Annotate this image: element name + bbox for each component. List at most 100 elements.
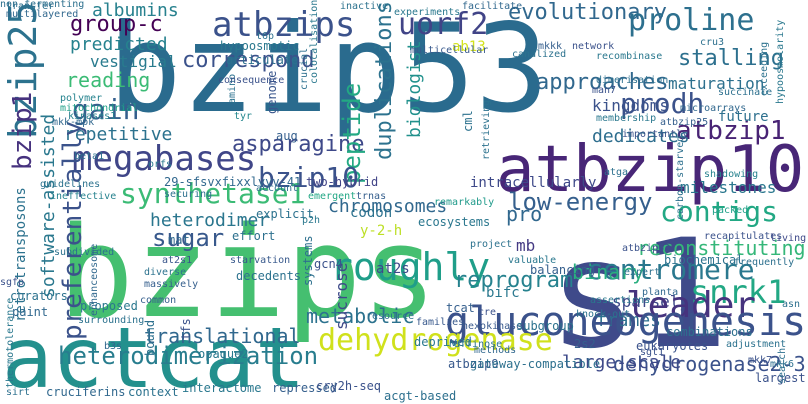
word: effort <box>232 229 276 243</box>
word: consequence <box>218 75 285 86</box>
word: subdivided <box>54 247 115 258</box>
word: exceeding <box>759 41 770 96</box>
word: trnas <box>356 191 387 202</box>
word: acgt-based <box>384 389 457 403</box>
word: reprogram <box>454 268 574 293</box>
word: deprived <box>414 335 472 349</box>
word: polymer <box>60 93 103 104</box>
word: gateway-compatible <box>470 357 601 371</box>
word: snrk1 <box>690 273 787 311</box>
word: succinate <box>718 87 773 98</box>
word: massively <box>144 279 199 290</box>
word: approaches <box>536 70 669 95</box>
word: reading <box>66 68 151 92</box>
word: canalized <box>512 49 567 60</box>
word: crucial <box>299 47 310 90</box>
word: packed <box>712 205 749 216</box>
word: mkk-mpk <box>52 117 95 128</box>
word: recombinase <box>596 51 663 62</box>
word: opaque2 <box>198 347 249 361</box>
word: repressed <box>272 381 338 395</box>
word: eukaryotes <box>636 339 709 353</box>
word: contigs <box>660 195 779 228</box>
word: experiments <box>394 7 461 18</box>
word: multicellular <box>410 45 489 56</box>
word: 2s2 <box>574 337 596 351</box>
word: heterodimerization <box>58 342 319 370</box>
word: valuable <box>508 255 557 266</box>
word: mat <box>168 233 190 247</box>
word: bzip53 <box>108 0 549 140</box>
word: frames <box>596 310 662 331</box>
word: atbzip25 <box>660 117 709 128</box>
word: evolutionary <box>508 0 667 25</box>
word: codon <box>350 205 393 221</box>
word: cre <box>478 307 497 318</box>
word: systems <box>301 235 315 286</box>
word: methods <box>474 345 517 356</box>
word: maturation <box>668 74 765 93</box>
word: prodh <box>620 87 705 120</box>
word: cru3 <box>700 37 725 48</box>
word: explicit <box>256 207 314 221</box>
word: emergent <box>308 191 357 202</box>
word: gcn4 <box>314 257 343 271</box>
word: two-hybrid <box>306 175 379 189</box>
word: ecosystems <box>418 215 491 229</box>
word: metabolic <box>306 304 415 328</box>
word: gain <box>72 93 140 126</box>
word: inactive <box>340 1 389 12</box>
word: ab13 <box>452 39 486 55</box>
word: combinations <box>666 325 753 339</box>
word: context <box>128 385 179 399</box>
word: predicted <box>70 34 168 55</box>
word: man7 <box>592 85 617 96</box>
word: starvation <box>230 255 291 266</box>
word: repetitive <box>64 124 173 145</box>
word: living <box>770 233 807 244</box>
word: adjustment <box>726 339 787 350</box>
word: kingdoms <box>592 96 670 115</box>
word: recapitulates <box>704 231 783 242</box>
word: large-scale <box>562 352 682 373</box>
word: tfs <box>179 318 193 340</box>
word: y-2-h <box>360 223 403 239</box>
word: assertions <box>590 295 651 306</box>
word: kinases1 <box>68 111 117 122</box>
word: sgfp <box>0 277 25 288</box>
word: bifc <box>486 285 520 301</box>
word: shadowing <box>704 169 759 180</box>
word: mkk7 <box>748 355 773 366</box>
word: paint <box>12 305 49 319</box>
word: low-energy <box>508 188 653 216</box>
word: software-assisted <box>38 113 59 298</box>
word: atbzip1 <box>676 116 786 146</box>
word: diverse <box>144 267 187 278</box>
word: p2h <box>302 215 321 226</box>
word: retrieving <box>481 99 492 160</box>
word: orfs <box>148 159 173 170</box>
word: synthetase1 <box>120 177 306 210</box>
word: bzips <box>58 199 438 346</box>
word: milestones <box>680 178 777 197</box>
word: search <box>777 347 788 384</box>
word: hexokinase <box>462 321 523 332</box>
word: reconstituting <box>637 236 806 260</box>
word: expert <box>624 267 661 278</box>
word: pro <box>506 202 543 226</box>
word: at2s <box>376 261 410 277</box>
word: sugar <box>152 224 225 252</box>
word: facilitate <box>462 1 523 12</box>
word: curators <box>10 289 68 303</box>
word: importantly <box>622 129 689 140</box>
word: sparsely <box>612 292 690 311</box>
word: remarkably <box>434 197 495 208</box>
word: atbzips <box>212 5 356 45</box>
word: intracellularly <box>470 175 597 191</box>
word: tcat <box>446 301 475 315</box>
word: articulate <box>226 53 299 67</box>
word: cry2h-seq <box>316 379 382 393</box>
word: dimerisation <box>596 75 669 86</box>
word: duplications <box>372 1 397 160</box>
